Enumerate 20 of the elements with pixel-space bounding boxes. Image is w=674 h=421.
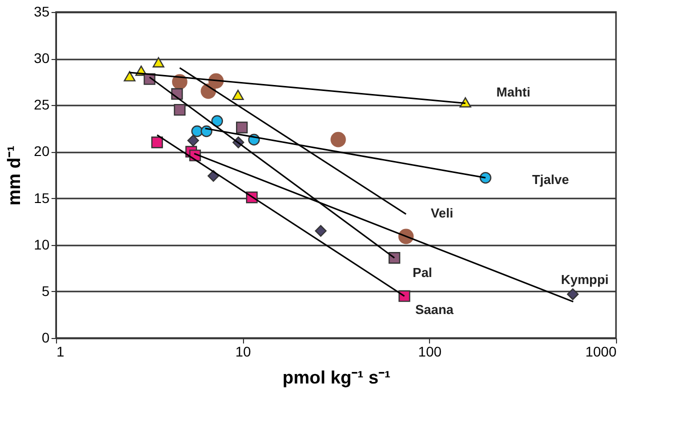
series-label: Veli: [430, 205, 454, 220]
series-label: Kymppi: [560, 272, 609, 288]
x-tick-label: 100: [418, 344, 442, 360]
x-axis-title: pmol kg⁻¹ s⁻¹: [282, 368, 391, 388]
x-tick-label: 10: [235, 344, 252, 360]
text: Mahti: [496, 84, 530, 100]
x-tick-label: 1000: [585, 344, 617, 360]
y-tick-label: 5: [42, 282, 50, 299]
series-label: Pal: [412, 264, 432, 280]
series-label: Saana: [415, 302, 454, 318]
y-tick-label: 35: [34, 4, 50, 20]
y-tick-label: 15: [34, 190, 50, 206]
x-tick-label: 1: [56, 344, 64, 360]
y-tick-label: 30: [34, 50, 50, 66]
y-tick-label: 20: [34, 143, 50, 160]
y-tick-label: 0: [42, 330, 50, 346]
y-tick-label: 10: [34, 236, 50, 252]
y-tick-label: 25: [34, 96, 50, 113]
text: Tjalve: [532, 172, 569, 187]
y-axis-title: mm d⁻¹: [4, 145, 24, 206]
